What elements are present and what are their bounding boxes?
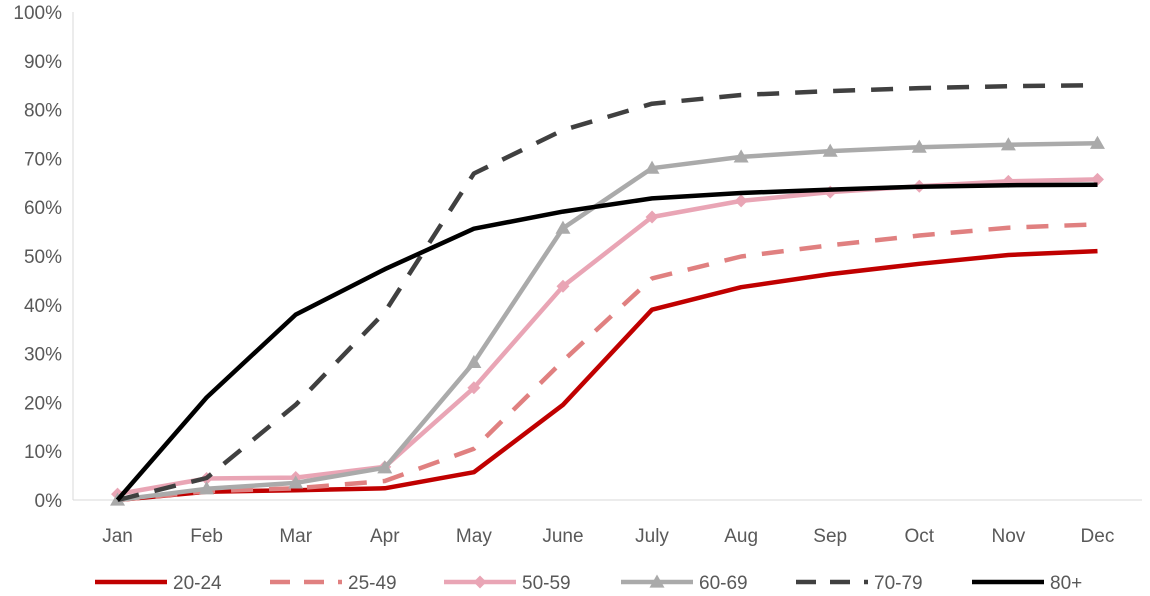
x-tick-label: Aug [724,526,758,547]
series-layer [110,82,1105,506]
legend-label: 25-49 [348,573,397,594]
series-line-20-24 [117,248,1098,503]
data-point [467,381,481,395]
series-line-50-59 [117,177,1098,497]
data-point [733,149,749,163]
y-tick-label: 0% [35,491,63,512]
x-tick-label: July [635,526,669,547]
series-50-59 [111,172,1104,501]
legend-item: 80+ [972,573,1082,594]
x-tick-label: Oct [905,526,935,547]
y-tick-label: 20% [24,393,62,414]
x-tick-label: June [542,526,583,547]
series-line-80+ [115,182,1098,502]
y-tick-label: 70% [24,149,62,170]
data-point [822,143,838,157]
y-tick-label: 10% [24,442,62,463]
x-tick-label: Nov [991,526,1025,547]
y-tick-label: 80% [24,101,62,122]
series-20-24 [117,248,1098,503]
x-tick-label: Sep [813,526,847,547]
data-point [377,460,393,474]
y-tick-label: 40% [24,296,62,317]
series-25-49 [117,222,1098,503]
y-tick-label: 50% [24,247,62,268]
y-axis-ticks: 0% 10% 20% 30% 40% 50% 60% 70% 80% 90% 100% [13,3,62,512]
legend-marker [649,574,665,588]
x-tick-label: Feb [190,526,223,547]
legend-item: 50-59 [444,573,571,594]
x-tick-label: Jan [102,526,133,547]
legend-item: 25-49 [270,573,397,594]
data-point [734,194,748,208]
legend-item: 20-24 [95,573,222,594]
series-line-25-49 [117,222,1098,503]
data-point [199,481,215,495]
series-80+ [115,182,1098,502]
legend: 20-24 25-49 50-59 60-69 70-79 80+ [95,573,1082,594]
legend-label: 50-59 [522,573,571,594]
x-tick-label: Apr [370,526,400,547]
x-tick-label: May [456,526,492,547]
legend-item: 70-79 [796,573,923,594]
legend-label: 60-69 [699,573,748,594]
y-tick-label: 30% [24,345,62,366]
y-tick-label: 90% [24,52,62,73]
data-point [556,279,570,293]
series-60-69 [110,135,1105,506]
data-point [644,160,660,174]
data-point [645,210,659,224]
legend-label: 70-79 [874,573,923,594]
legend-label: 80+ [1050,573,1082,594]
data-point [555,220,571,234]
x-axis-ticks: Jan Feb Mar Apr May June July Aug Sep Oct Nov Dec [102,526,1114,547]
data-point [288,475,304,489]
x-tick-label: Mar [279,526,312,547]
legend-marker [473,575,487,589]
y-tick-label: 60% [24,198,62,219]
data-point [911,139,927,153]
data-point [1000,137,1016,151]
y-tick-label: 100% [13,3,62,24]
series-line-60-69 [117,141,1098,503]
data-point [466,354,482,369]
legend-item: 60-69 [621,573,748,594]
data-point [1089,135,1105,149]
legend-label: 20-24 [173,573,222,594]
x-tick-label: Dec [1081,526,1115,547]
